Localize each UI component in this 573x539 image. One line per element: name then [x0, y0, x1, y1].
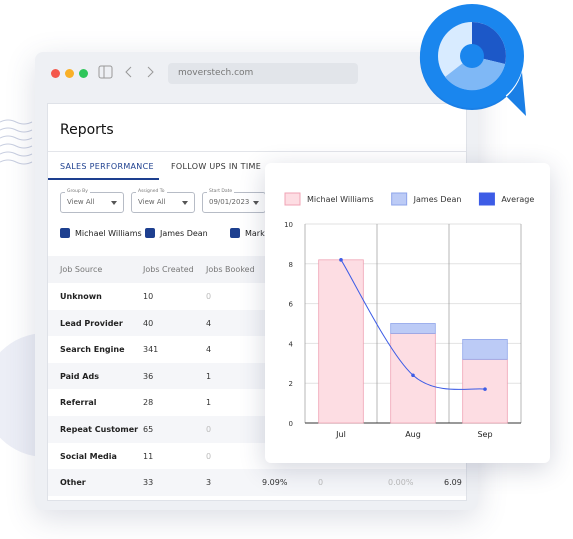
legend-label: Average: [501, 195, 534, 204]
table-cell: 33: [143, 478, 154, 488]
column-header: Jobs Booked: [206, 265, 255, 274]
filter-select[interactable]: Start Date 09/01/2023: [202, 189, 266, 213]
average-point: [411, 373, 415, 378]
app-icon: [419, 4, 526, 116]
table-cell: 6.09: [444, 478, 462, 488]
table-cell: Other: [60, 478, 86, 488]
table-cell: 9.09%: [262, 478, 288, 488]
filter-value: View All: [67, 198, 95, 206]
chart: Michael Williams James Dean Average 0 2 4 6 8 10…: [284, 192, 534, 439]
bar: [318, 259, 364, 424]
legend-swatch: [284, 192, 301, 206]
average-point: [483, 387, 487, 391]
y-tick-label: 4: [289, 340, 294, 348]
y-tick-label: 0: [289, 420, 293, 428]
table-cell: 28: [143, 398, 154, 408]
table-cell: 10: [143, 292, 154, 301]
y-tick-label: 2: [289, 380, 293, 388]
dropdown-arrow: [111, 201, 117, 205]
table-cell: 0.00%: [388, 478, 414, 488]
column-header: Job Source: [60, 265, 103, 274]
window-dot: [51, 69, 60, 78]
table-cell: Search Engine: [60, 345, 125, 355]
y-tick-label: 8: [289, 261, 293, 269]
legend-swatch: [478, 192, 495, 206]
filter-label: Assigned To: [136, 189, 167, 194]
checkbox-label: James Dean: [160, 229, 208, 238]
table-cell: 3: [206, 478, 212, 488]
x-tick-label: Sep: [477, 430, 492, 439]
checkbox[interactable]: James Dean: [145, 228, 208, 238]
filter-select[interactable]: Group By View All: [60, 189, 124, 213]
dropdown-arrow: [182, 201, 188, 205]
tab[interactable]: FOLLOW UPS IN TIME: [171, 162, 262, 171]
checkbox-box[interactable]: [60, 228, 70, 238]
table-cell: 341: [143, 345, 159, 355]
table-cell: 65: [143, 425, 154, 434]
divider: [48, 151, 466, 152]
x-tick-label: Aug: [405, 430, 421, 439]
checkbox[interactable]: Michael Williams: [60, 228, 142, 238]
bar: [462, 358, 508, 424]
checkbox-box[interactable]: [145, 228, 155, 238]
table-cell: 4: [206, 345, 212, 355]
filter-label: Start Date: [207, 189, 235, 194]
table-cell: Social Media: [60, 451, 117, 461]
page-title: Reports: [60, 122, 114, 138]
checkbox-box[interactable]: [230, 228, 240, 238]
tab[interactable]: SALES PERFORMANCE: [60, 162, 154, 171]
legend-swatch: [391, 192, 408, 206]
table-cell: 0: [206, 425, 212, 434]
checkbox-label: Michael Williams: [75, 229, 142, 238]
filter-value: 09/01/2023: [209, 198, 250, 206]
table-cell: Repeat Customer: [60, 425, 139, 434]
window-dot: [65, 69, 74, 78]
browser-controls: [98, 65, 154, 79]
table-cell: Unknown: [60, 292, 102, 301]
table-cell: 1: [206, 371, 212, 381]
bar: [462, 339, 508, 360]
table-cell: 36: [143, 371, 154, 381]
filter-select[interactable]: Assigned To View All: [131, 189, 195, 213]
x-tick-label: Jul: [335, 430, 346, 439]
table-cell: 11: [143, 451, 154, 461]
table-cell: 40: [143, 318, 154, 328]
y-tick-label: 10: [284, 221, 293, 229]
tab-underline: [48, 178, 159, 180]
table-cell: Paid Ads: [60, 371, 99, 381]
table-cell: 4: [206, 318, 212, 328]
filter-label: Group By: [65, 189, 90, 194]
table-row: Other 33 3 9.09% 0 0.00% 6.09: [48, 469, 466, 497]
filter-value: View All: [138, 198, 166, 206]
table-cell: Referral: [60, 398, 97, 408]
y-tick-label: 6: [289, 301, 294, 309]
url-bar[interactable]: moverstech.com: [168, 63, 358, 84]
column-header: Jobs Created: [143, 265, 194, 274]
table-cell: 0: [206, 451, 212, 461]
legend-label: Michael Williams: [307, 195, 374, 204]
bar: [390, 333, 436, 424]
dropdown-arrow: [253, 201, 259, 205]
legend-label: James Dean: [413, 195, 462, 204]
table-cell: 0: [318, 478, 324, 488]
window-dot: [79, 69, 88, 78]
bar: [390, 323, 436, 334]
table-cell: 1: [206, 398, 212, 408]
table-cell: Lead Provider: [60, 318, 123, 328]
table-cell: 0: [206, 292, 212, 301]
average-point: [339, 258, 343, 262]
